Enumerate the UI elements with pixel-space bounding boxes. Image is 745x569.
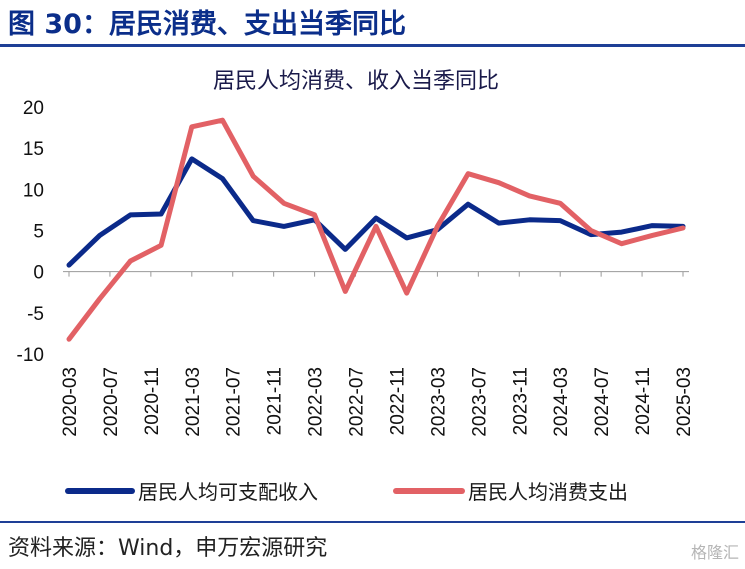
x-tick-label: 2022-11 <box>387 367 408 435</box>
y-tick-label: 0 <box>33 263 44 284</box>
plot-series <box>66 117 686 342</box>
x-tick-label: 2025-03 <box>674 367 695 437</box>
x-tick-label: 2022-07 <box>347 367 368 437</box>
bottom-rule <box>0 521 745 523</box>
x-tick-label: 2021-07 <box>224 367 245 437</box>
y-tick-label: 5 <box>33 222 44 243</box>
x-tick-label: 2024-03 <box>551 367 572 437</box>
x-tick-label: 2020-11 <box>142 367 163 435</box>
x-tick-label: 2023-03 <box>428 367 449 437</box>
series-line-income <box>66 156 686 268</box>
y-tick-label: 15 <box>23 139 44 160</box>
source-note: 资料来源：Wind，申万宏源研究 <box>8 536 328 561</box>
y-tick-label: 10 <box>23 180 44 201</box>
legend-label-consumption: 居民人均消费支出 <box>468 480 628 504</box>
x-tick-label: 2021-03 <box>183 367 204 437</box>
top-rule <box>0 44 745 47</box>
legend: 居民人均可支配收入 居民人均消费支出 <box>65 480 628 504</box>
x-tick-label: 2023-11 <box>510 367 531 435</box>
x-tick-label: 2023-07 <box>469 367 490 437</box>
figure-title: 图 30：居民消费、支出当季同比 <box>8 9 406 40</box>
y-axis: 20 15 10 5 0 -5 -10 <box>17 98 44 366</box>
x-tick-label: 2020-07 <box>101 367 122 437</box>
chart-title: 居民人均消费、收入当季同比 <box>213 69 499 94</box>
x-tick-label: 2022-03 <box>306 367 327 437</box>
legend-label-income: 居民人均可支配收入 <box>138 480 318 504</box>
watermark: 格隆汇 <box>690 543 739 562</box>
x-tick-label: 2020-03 <box>60 367 81 437</box>
y-tick-label: -5 <box>27 304 44 325</box>
x-axis: 2020-03 2020-07 2020-11 2021-03 2021-07 2021-… <box>60 271 695 437</box>
y-tick-label: -10 <box>17 345 44 366</box>
x-tick-label: 2024-07 <box>592 367 613 437</box>
y-tick-label: 20 <box>23 98 44 119</box>
x-tick-label: 2021-11 <box>265 367 286 435</box>
series-line-consumption <box>66 117 686 342</box>
x-tick-label: 2024-11 <box>633 367 654 435</box>
